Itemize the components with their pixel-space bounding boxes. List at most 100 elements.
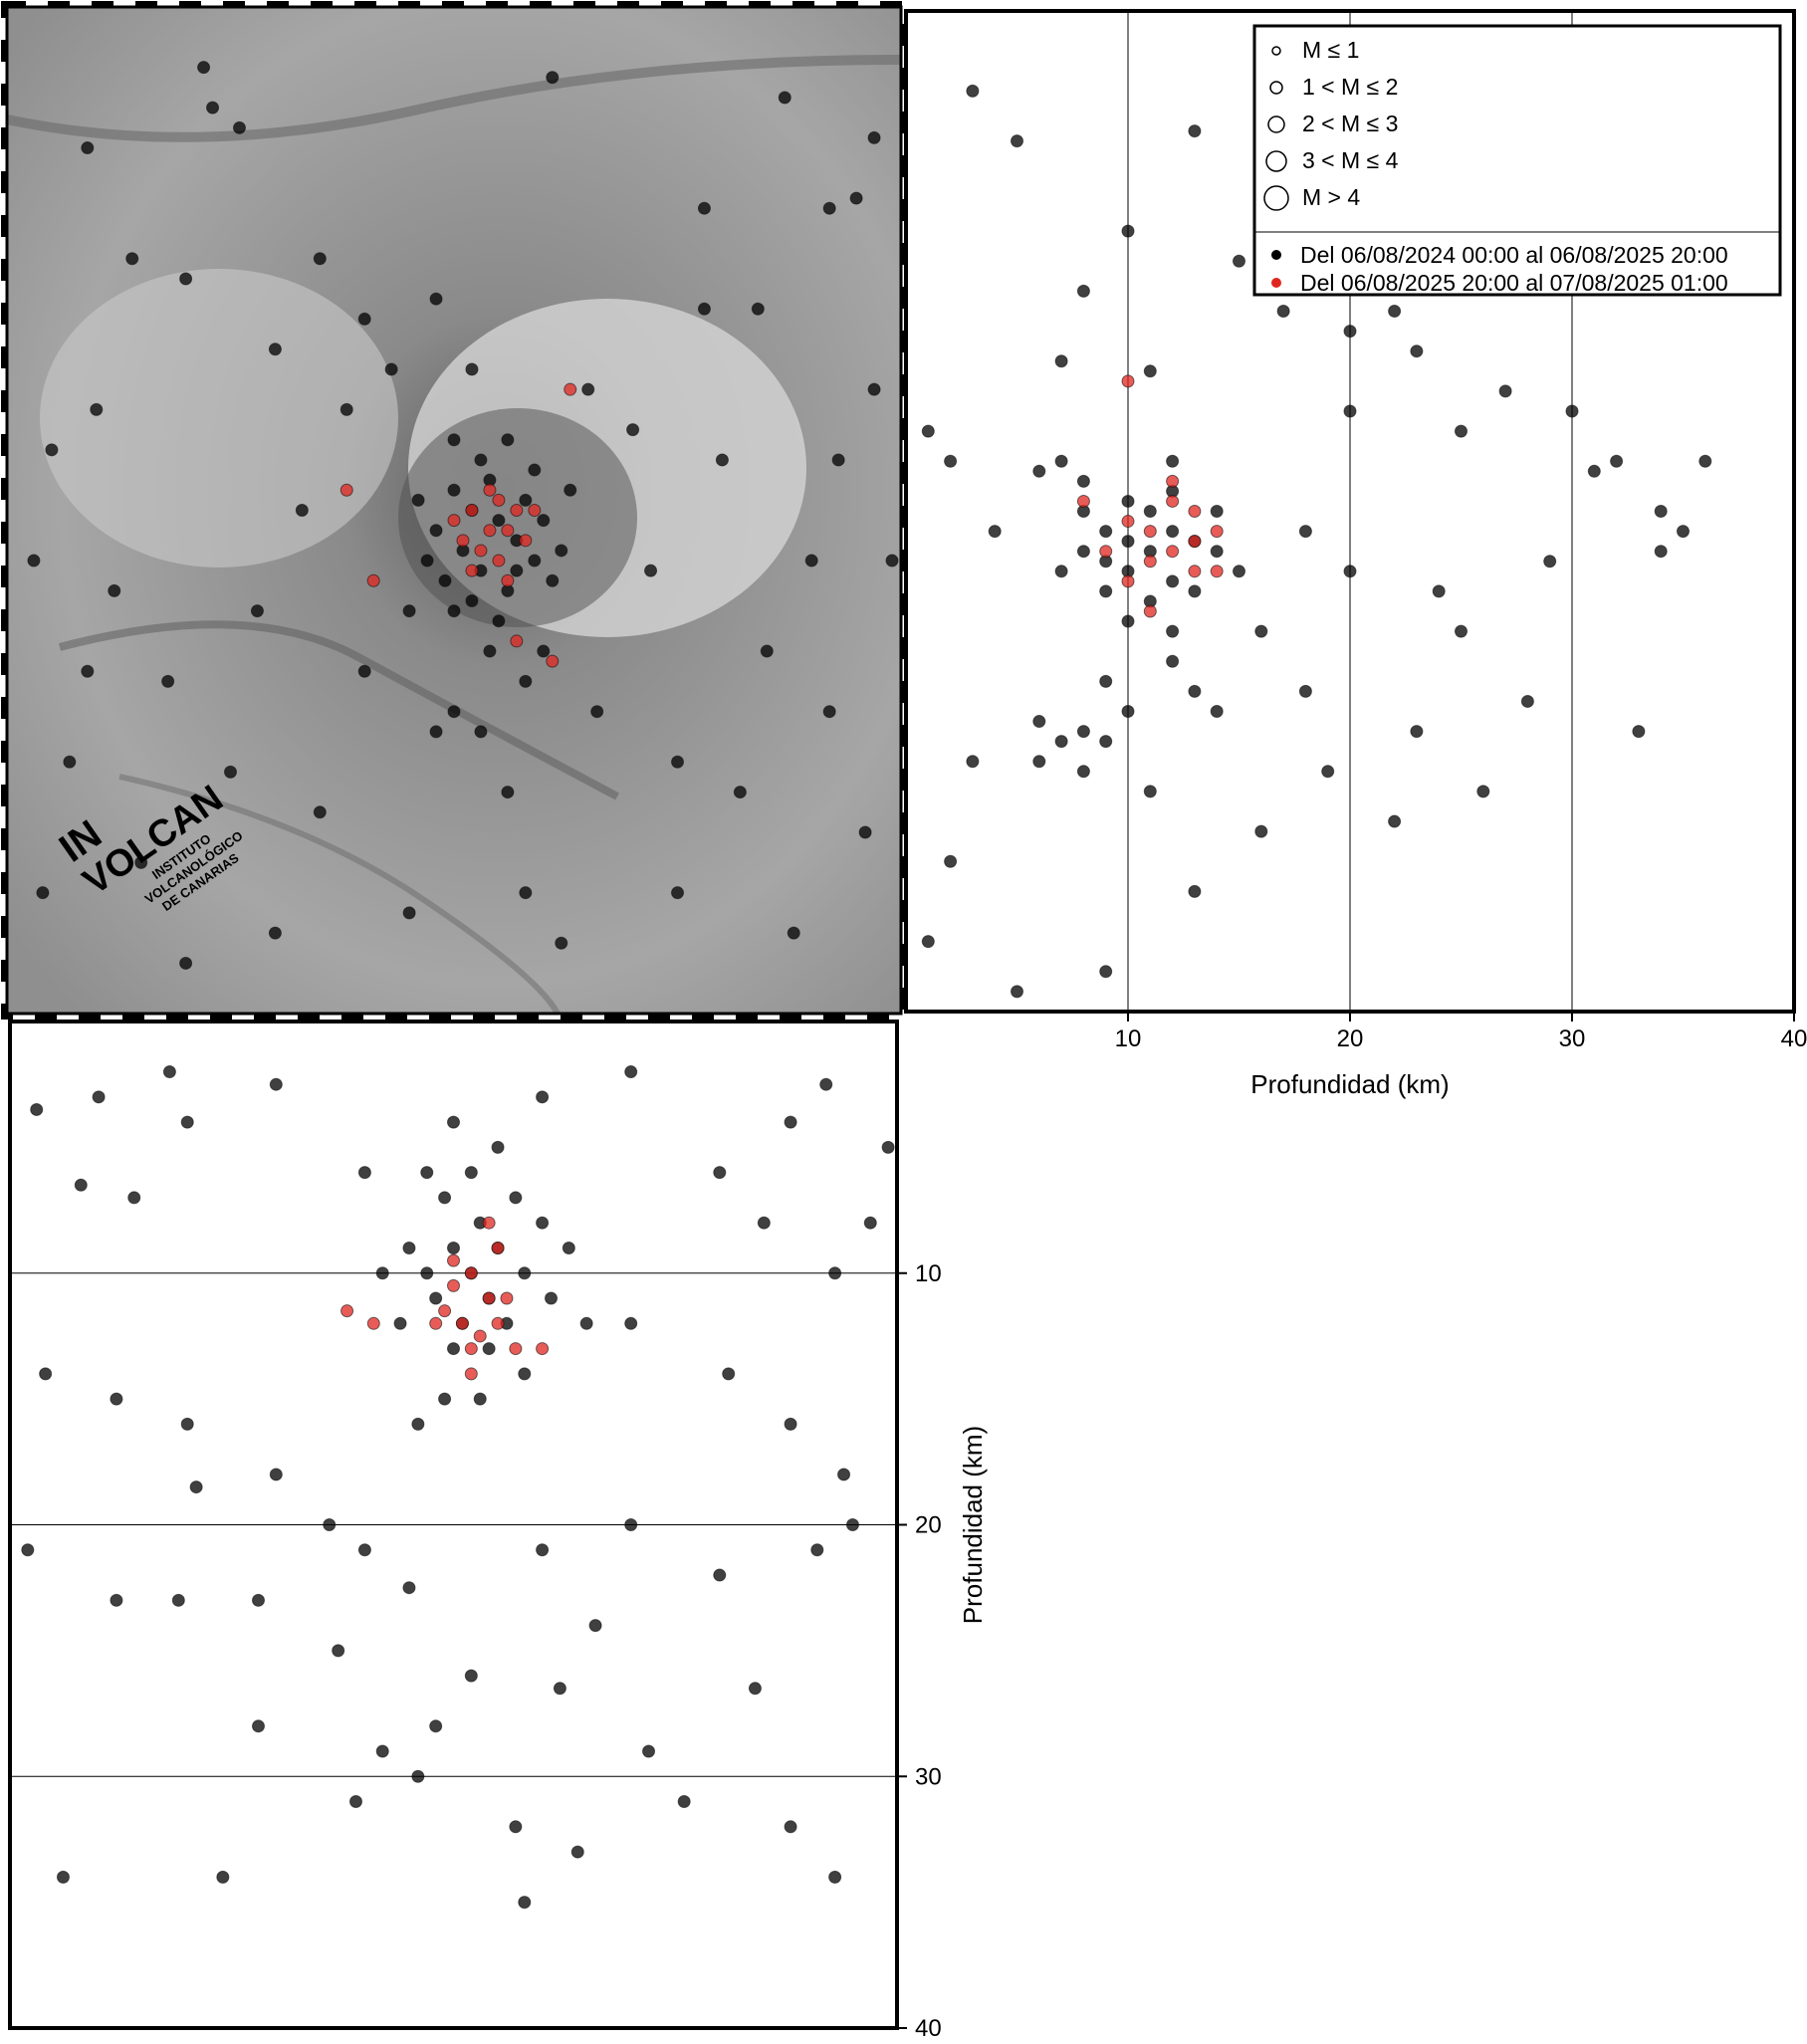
event-point [1188,505,1202,518]
event-point [581,382,595,396]
event-point [474,725,488,739]
event-point [867,130,881,144]
event-point [1054,565,1068,578]
event-point [528,504,542,517]
event-point [295,504,309,517]
event-point [269,1077,283,1091]
event-point [429,292,443,306]
event-point [966,84,980,98]
event-point [393,1316,407,1330]
event-point [1188,565,1202,578]
event-point [81,141,95,155]
x-tick-label: 20 [1337,1025,1364,1052]
event-point [465,564,479,577]
event-point [784,1820,797,1834]
event-point [492,493,506,507]
event-point [1099,965,1113,979]
event-point [1099,735,1113,749]
event-point [748,1682,762,1696]
event-point [268,926,282,940]
event-point [482,1291,496,1305]
event-point [1587,464,1601,478]
event-point [784,1115,797,1129]
event-point [1498,384,1512,398]
event-point [546,71,560,85]
event-point [760,644,774,658]
event-point [1121,374,1135,388]
event-point [465,362,479,376]
event-point [438,1392,452,1406]
event-point [1677,525,1690,539]
event-point [713,1166,727,1180]
event-point [402,1581,416,1595]
event-point [784,1417,797,1431]
event-point [828,1870,842,1884]
event-point [697,201,711,215]
event-point [375,1744,389,1758]
event-point [537,514,551,528]
event-point [251,1593,265,1607]
event-point [411,1417,425,1431]
x-tick-label: 40 [1781,1025,1807,1052]
event-point [1054,354,1068,368]
event-point [1455,424,1468,438]
legend-box [1252,24,1782,297]
event-point [180,1417,194,1431]
event-point [500,1291,514,1305]
event-point [206,101,220,114]
legend-label: 2 < M ≤ 3 [1302,111,1398,136]
event-point [921,935,935,949]
event-point [1032,715,1046,729]
event-point [1210,545,1224,559]
legend-label: Del 06/08/2024 00:00 al 06/08/2025 20:00 [1300,242,1728,268]
event-point [624,1518,638,1531]
event-point [447,604,461,618]
event-point [483,524,497,538]
event-point [501,524,515,538]
event-point [1233,254,1245,268]
event-point [564,382,577,396]
legend-label: 1 < M ≤ 2 [1302,74,1398,100]
event-point [45,443,59,457]
overlay: 10 20 30 40 Profundidad (km) M ≤ 1 1 < M ≤ 2 2 … [897,24,1807,2042]
event-point [366,1316,380,1330]
event-point [464,1367,478,1381]
event-point [313,252,327,266]
event-point [492,554,506,568]
event-point [74,1178,88,1192]
event-point [1565,404,1579,418]
event-point [39,1367,53,1381]
event-point [1099,545,1113,559]
event-point [250,604,264,618]
event-point [1188,124,1202,138]
event-point [510,504,524,517]
event-point [447,705,461,719]
event-point [1076,545,1090,559]
event-point [429,1719,443,1733]
legend-label: Del 06/08/2025 20:00 al 07/08/2025 01:00 [1300,270,1728,296]
event-point [269,1468,283,1481]
event-point [474,453,488,467]
event-point [162,1065,176,1079]
event-point [92,1090,106,1104]
event-point [81,664,95,678]
event-point [644,564,658,577]
event-point [420,554,434,568]
event-point [1143,525,1157,539]
event-point [1188,584,1202,598]
event-point [1543,555,1557,568]
event-point [348,1795,362,1809]
event-point [1210,505,1224,518]
panel [921,11,1712,1012]
panel [10,1065,897,1910]
event-point [447,514,461,528]
event-point [110,1392,123,1406]
event-point [867,382,881,396]
event-point [1410,725,1424,739]
event-point [402,906,416,920]
x-tick-label: 10 [1115,1025,1142,1052]
event-point [492,514,506,528]
event-point [555,936,568,950]
event-point [1188,884,1202,898]
event-point [885,554,899,568]
